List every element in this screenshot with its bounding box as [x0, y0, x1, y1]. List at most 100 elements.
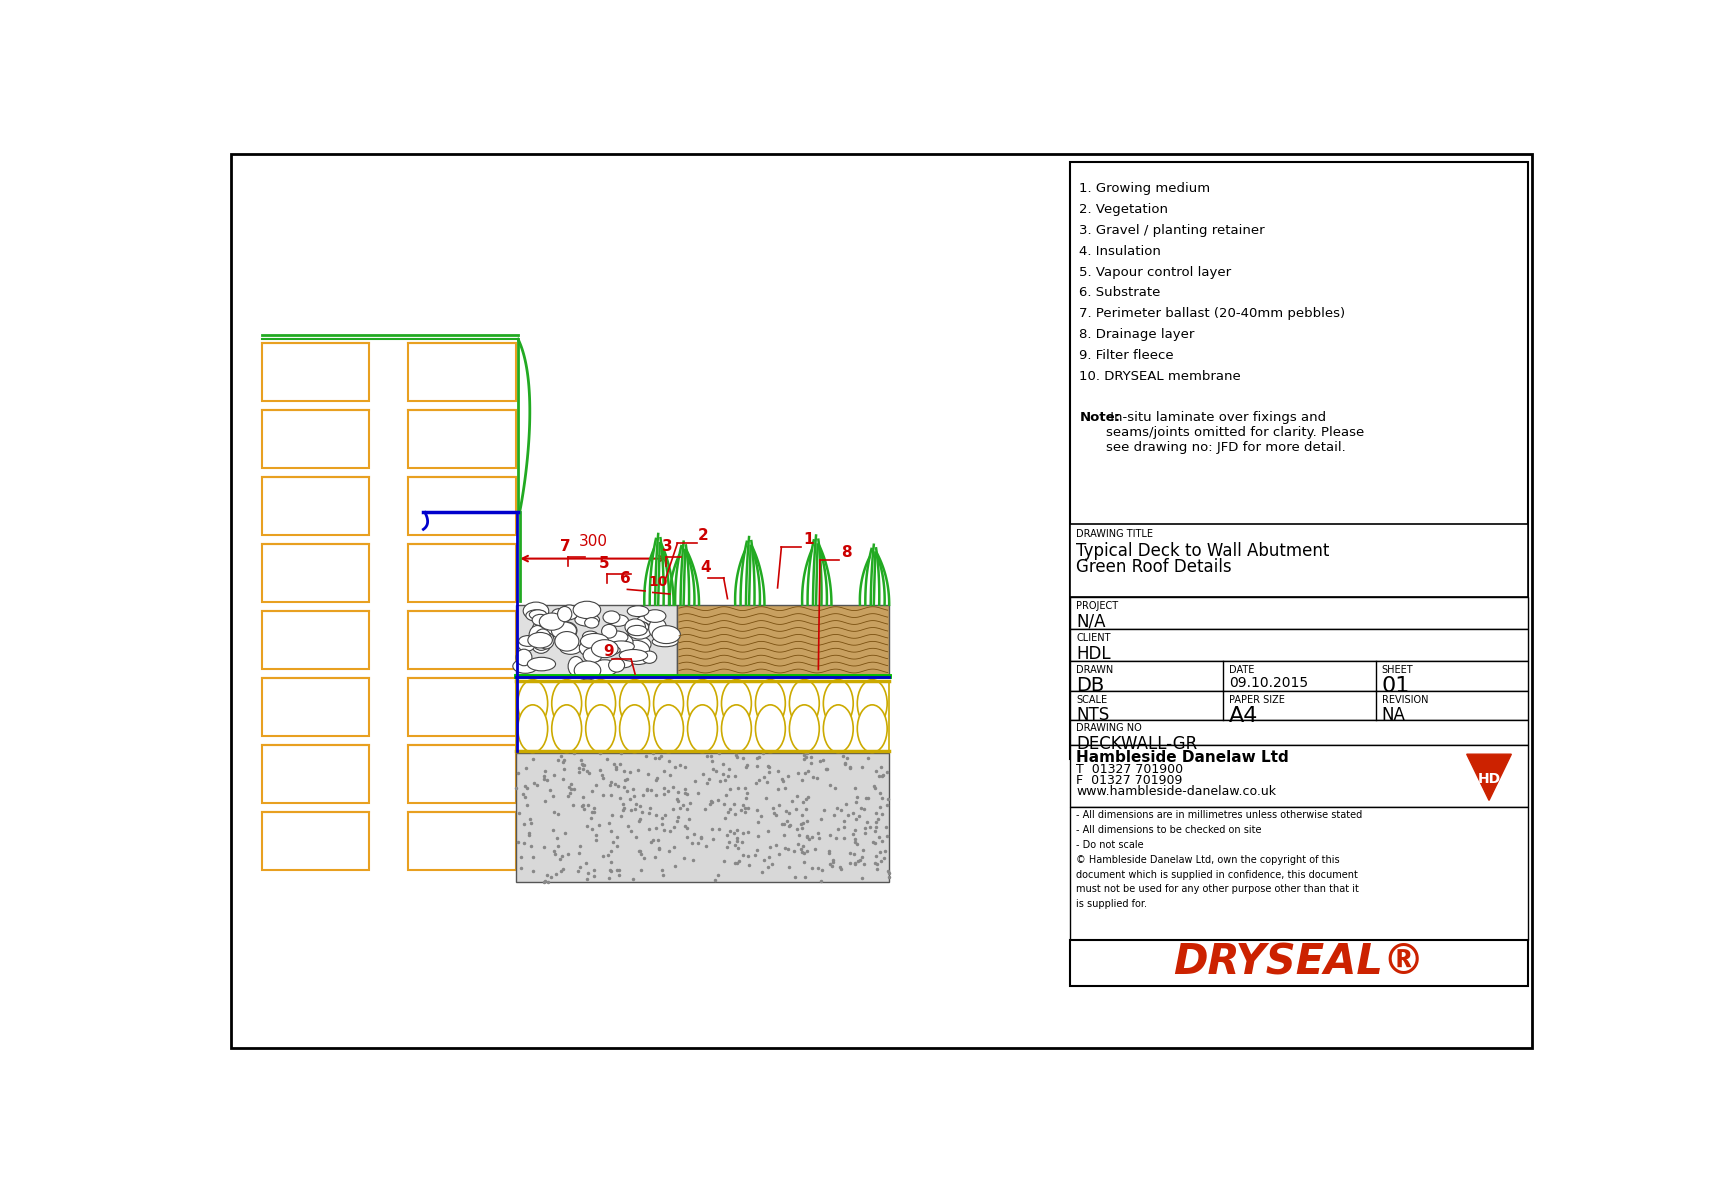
Text: 8. Drainage layer: 8. Drainage layer [1080, 328, 1195, 342]
Text: 2: 2 [698, 528, 709, 543]
Text: 6: 6 [619, 571, 631, 587]
Ellipse shape [580, 633, 609, 649]
Ellipse shape [528, 632, 552, 649]
Ellipse shape [652, 626, 681, 644]
Text: DECKWALL-GR: DECKWALL-GR [1077, 735, 1197, 753]
Text: N/A: N/A [1077, 613, 1106, 631]
Ellipse shape [559, 626, 576, 645]
Bar [408, 745, 516, 803]
Text: 8: 8 [841, 545, 851, 560]
Bar [678, 605, 889, 676]
Ellipse shape [688, 679, 717, 727]
Ellipse shape [642, 651, 657, 663]
Text: 10. DRYSEAL membrane: 10. DRYSEAL membrane [1080, 370, 1242, 383]
Ellipse shape [628, 606, 648, 616]
Bar [408, 477, 516, 534]
Bar [516, 681, 889, 751]
Text: 09.10.2015: 09.10.2015 [1230, 676, 1309, 690]
Ellipse shape [568, 657, 583, 676]
Ellipse shape [616, 658, 633, 668]
Ellipse shape [518, 638, 535, 651]
Ellipse shape [628, 621, 652, 639]
Ellipse shape [688, 704, 717, 752]
Text: A4: A4 [1230, 707, 1259, 726]
Text: DB: DB [1077, 676, 1104, 695]
Text: DRAWN: DRAWN [1077, 665, 1113, 675]
Bar [1070, 630, 1529, 660]
Text: 7. Perimeter ballast (20-40mm pebbles): 7. Perimeter ballast (20-40mm pebbles) [1080, 307, 1345, 320]
Ellipse shape [602, 625, 617, 638]
Text: 10: 10 [648, 575, 667, 589]
Ellipse shape [533, 634, 550, 651]
Text: Note:: Note: [1080, 411, 1120, 424]
Ellipse shape [824, 679, 853, 727]
Ellipse shape [624, 619, 645, 635]
Ellipse shape [580, 640, 599, 656]
Text: 6. Substrate: 6. Substrate [1080, 287, 1161, 300]
Ellipse shape [587, 679, 616, 727]
Ellipse shape [604, 610, 619, 624]
Text: T  01327 701900: T 01327 701900 [1077, 764, 1183, 776]
Ellipse shape [526, 609, 547, 621]
Bar [261, 745, 370, 803]
Ellipse shape [789, 679, 819, 727]
Bar [261, 678, 370, 735]
Ellipse shape [597, 645, 621, 654]
Text: 3. Gravel / planting retainer: 3. Gravel / planting retainer [1080, 224, 1264, 237]
Text: SHEET: SHEET [1381, 665, 1414, 675]
Ellipse shape [528, 657, 556, 671]
Ellipse shape [643, 609, 666, 622]
Ellipse shape [561, 605, 578, 620]
Ellipse shape [557, 607, 571, 621]
Ellipse shape [636, 615, 655, 628]
Ellipse shape [755, 679, 786, 727]
Text: DATE: DATE [1230, 665, 1254, 675]
Ellipse shape [628, 626, 647, 635]
Ellipse shape [531, 619, 557, 639]
Ellipse shape [648, 619, 667, 638]
Bar [1070, 807, 1529, 940]
Text: - All dimensions are in millimetres unless otherwise stated
- All dimensions to : - All dimensions are in millimetres unle… [1077, 810, 1362, 909]
Ellipse shape [628, 654, 648, 664]
Text: 5. Vapour control layer: 5. Vapour control layer [1080, 265, 1232, 278]
Ellipse shape [516, 650, 531, 665]
Text: CLIENT: CLIENT [1077, 633, 1111, 644]
Ellipse shape [519, 635, 538, 646]
Bar [261, 411, 370, 468]
Text: DRAWING NO: DRAWING NO [1077, 724, 1142, 733]
Ellipse shape [530, 626, 545, 645]
Ellipse shape [513, 659, 538, 674]
Ellipse shape [523, 602, 549, 620]
Bar [261, 544, 370, 602]
Ellipse shape [607, 614, 628, 626]
Ellipse shape [552, 622, 576, 639]
Text: PROJECT: PROJECT [1077, 601, 1118, 610]
Ellipse shape [583, 647, 602, 663]
Ellipse shape [531, 614, 549, 626]
Text: Hambleside Danelaw Ltd: Hambleside Danelaw Ltd [1077, 750, 1288, 764]
Bar [1070, 691, 1529, 720]
Ellipse shape [552, 608, 568, 619]
Bar [408, 812, 516, 870]
Text: 1: 1 [803, 532, 814, 547]
Ellipse shape [652, 637, 678, 647]
Text: F  01327 701909: F 01327 701909 [1077, 775, 1183, 788]
Text: 4. Insulation: 4. Insulation [1080, 245, 1161, 258]
Bar [408, 411, 516, 468]
Ellipse shape [654, 704, 683, 752]
Text: 01: 01 [1381, 676, 1410, 696]
Ellipse shape [552, 704, 581, 752]
Text: Typical Deck to Wall Abutment: Typical Deck to Wall Abutment [1077, 543, 1330, 560]
Bar [261, 343, 370, 401]
Ellipse shape [573, 601, 600, 619]
Text: DRAWING TITLE: DRAWING TITLE [1077, 530, 1154, 539]
Ellipse shape [554, 621, 576, 639]
Text: 4: 4 [700, 560, 710, 576]
Text: 2. Vegetation: 2. Vegetation [1080, 203, 1168, 217]
Ellipse shape [824, 704, 853, 752]
Text: HD: HD [1477, 772, 1500, 785]
Bar [408, 544, 516, 602]
Ellipse shape [857, 704, 888, 752]
Text: NA: NA [1381, 707, 1405, 725]
Ellipse shape [518, 704, 547, 752]
